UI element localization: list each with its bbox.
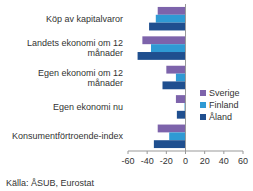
category-label: Köp av kapitalvaror: [46, 14, 123, 24]
tick-label: 60: [238, 156, 248, 166]
tick-mark: [204, 151, 205, 154]
tick-label: -60: [121, 156, 134, 166]
legend-swatch: [200, 102, 206, 108]
tick-mark: [223, 151, 224, 154]
category-label: Egen ekonomi nu: [53, 102, 123, 112]
tick-label: 20: [200, 156, 210, 166]
bar: [163, 81, 186, 89]
tick-mark: [147, 151, 148, 154]
bar: [142, 36, 185, 44]
zero-line: [185, 4, 186, 151]
tick-label: -20: [160, 156, 173, 166]
legend-swatch: [200, 114, 206, 120]
legend-label: Sverige: [209, 88, 240, 98]
legend-label: Finland: [209, 100, 239, 110]
tick-label: 40: [219, 156, 229, 166]
tick-label: -40: [141, 156, 154, 166]
category-label: Landets ekonomi om 12månader: [27, 38, 123, 58]
bars: [138, 7, 186, 148]
bar: [154, 140, 186, 148]
legend-label: Åland: [209, 112, 232, 122]
bar: [138, 52, 186, 60]
tick-label: 0: [183, 156, 188, 166]
chart: -60 -40 -20 0 20 40 60 Köp av kapitalvaror Lande…: [0, 0, 253, 191]
category-label: Konsumentförtroende-index: [12, 131, 124, 141]
bar: [158, 125, 186, 133]
bar: [156, 15, 186, 23]
source: Källa: ÅSUB, Eurostat: [6, 178, 95, 188]
bar: [169, 132, 185, 140]
bar: [151, 44, 186, 52]
category-label: Egen ekonomi om 12månader: [38, 68, 123, 88]
tick-mark: [243, 151, 244, 154]
tick-mark: [166, 151, 167, 154]
tick-mark: [128, 151, 129, 154]
bar: [158, 7, 186, 15]
bar: [177, 111, 186, 119]
legend-swatch: [200, 90, 206, 96]
tick-mark: [185, 151, 186, 154]
bar: [176, 95, 186, 103]
bar: [176, 74, 186, 82]
bar: [149, 23, 185, 31]
bar: [166, 66, 185, 74]
